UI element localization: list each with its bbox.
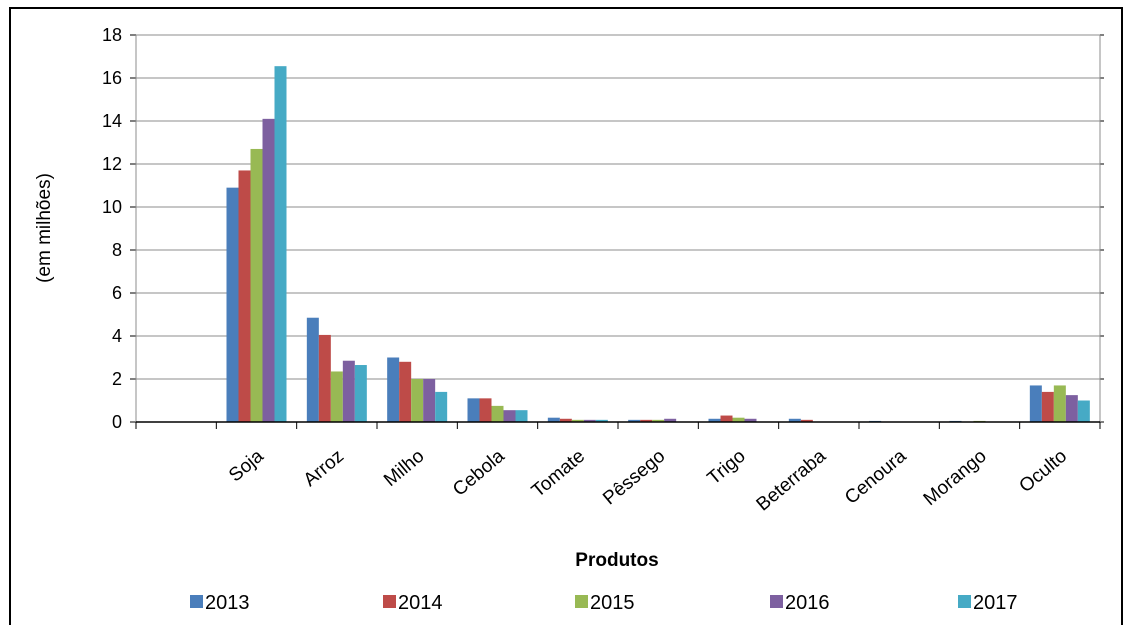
bar-2013-4 [547,417,560,422]
bar-2013-10 [1029,385,1042,422]
y-axis-title: (em milhões) [34,173,55,283]
x-tick-label: Morango [920,446,991,510]
bar-2016-5 [664,418,677,422]
bar-2015-6 [732,417,745,422]
x-tick-label: Cebola [449,445,509,500]
bar-2016-2 [423,379,436,422]
bar-2015-10 [1053,385,1066,422]
x-tick-label: Cenoura [841,445,911,508]
legend-swatch [575,595,588,608]
bar-2014-7 [800,419,813,422]
bar-2017-0 [274,66,287,423]
bar-2016-6 [744,418,757,422]
legend-label: 2015 [590,592,635,614]
legend-label: 2016 [785,592,830,614]
bar-2013-3 [467,398,480,422]
bars [226,66,1090,423]
y-tick-label: 14 [102,111,122,131]
bar-2015-5 [652,419,665,422]
legend-label: 2017 [973,592,1018,614]
bar-2015-3 [491,405,504,422]
legend-label: 2014 [398,592,443,614]
x-tick-label: Oculto [1015,446,1071,497]
y-tick-label: 18 [102,25,122,45]
bar-2017-10 [1077,400,1090,422]
bar-2014-1 [318,334,331,422]
bar-2016-1 [342,360,355,422]
bar-2016-0 [262,118,275,422]
bar-2013-0 [226,187,239,422]
legend-swatch [190,595,203,608]
x-axis-title: Produtos [575,550,658,571]
y-tick-label: 10 [102,197,122,217]
bar-2015-1 [330,371,343,422]
bar-2013-6 [708,418,721,422]
legend: 2013 2014 2015 2016 2017 [190,592,1018,614]
bar-2016-10 [1065,395,1078,422]
bar-2014-0 [238,170,251,422]
bar-2014-5 [640,419,653,422]
y-tick-label: 2 [112,369,122,389]
x-tick-label: Pêssego [599,446,669,510]
x-tick-label: Soja [225,445,268,486]
bar-2014-2 [399,361,412,422]
x-tick-labels: Soja Arroz Milho Cebola Tomate Pêssego Trigo Be… [225,445,1071,515]
legend-swatch [958,595,971,608]
bar-2013-2 [387,357,400,422]
bar-2014-10 [1041,391,1054,422]
bar-2017-1 [354,365,367,422]
bar-2013-1 [306,317,319,422]
bar-2017-4 [595,419,608,422]
x-tick-label: Beterraba [753,445,831,515]
bar-2014-3 [479,398,492,422]
y-tick-label: 4 [112,326,122,346]
x-tick-label: Milho [380,446,428,491]
bar-2014-6 [720,415,733,422]
x-tick-label: Arroz [300,446,348,491]
y-tick-label: 8 [112,240,122,260]
bar-2014-4 [559,418,572,422]
y-tick-label: 16 [102,68,122,88]
bar-2016-4 [583,419,596,422]
bar-2015-4 [571,419,584,422]
bar-2013-5 [628,419,641,422]
bar-2016-3 [503,410,516,422]
legend-swatch [383,595,396,608]
y-tick-label: 12 [102,154,122,174]
y-tick-label: 0 [112,412,122,432]
legend-swatch [770,595,783,608]
grid [136,34,1100,380]
bar-2015-2 [411,379,424,422]
axes [130,34,1104,429]
legend-label: 2013 [205,592,250,614]
bar-2017-3 [515,410,528,422]
bar-2017-2 [435,391,448,422]
y-tick-labels: 0 2 4 6 8 10 12 14 16 18 [102,25,122,432]
chart-border [9,7,1123,625]
bar-2015-0 [250,148,263,422]
bar-2013-7 [788,418,801,422]
y-tick-label: 6 [112,283,122,303]
x-tick-label: Trigo [704,446,750,489]
x-tick-label: Tomate [528,446,589,502]
